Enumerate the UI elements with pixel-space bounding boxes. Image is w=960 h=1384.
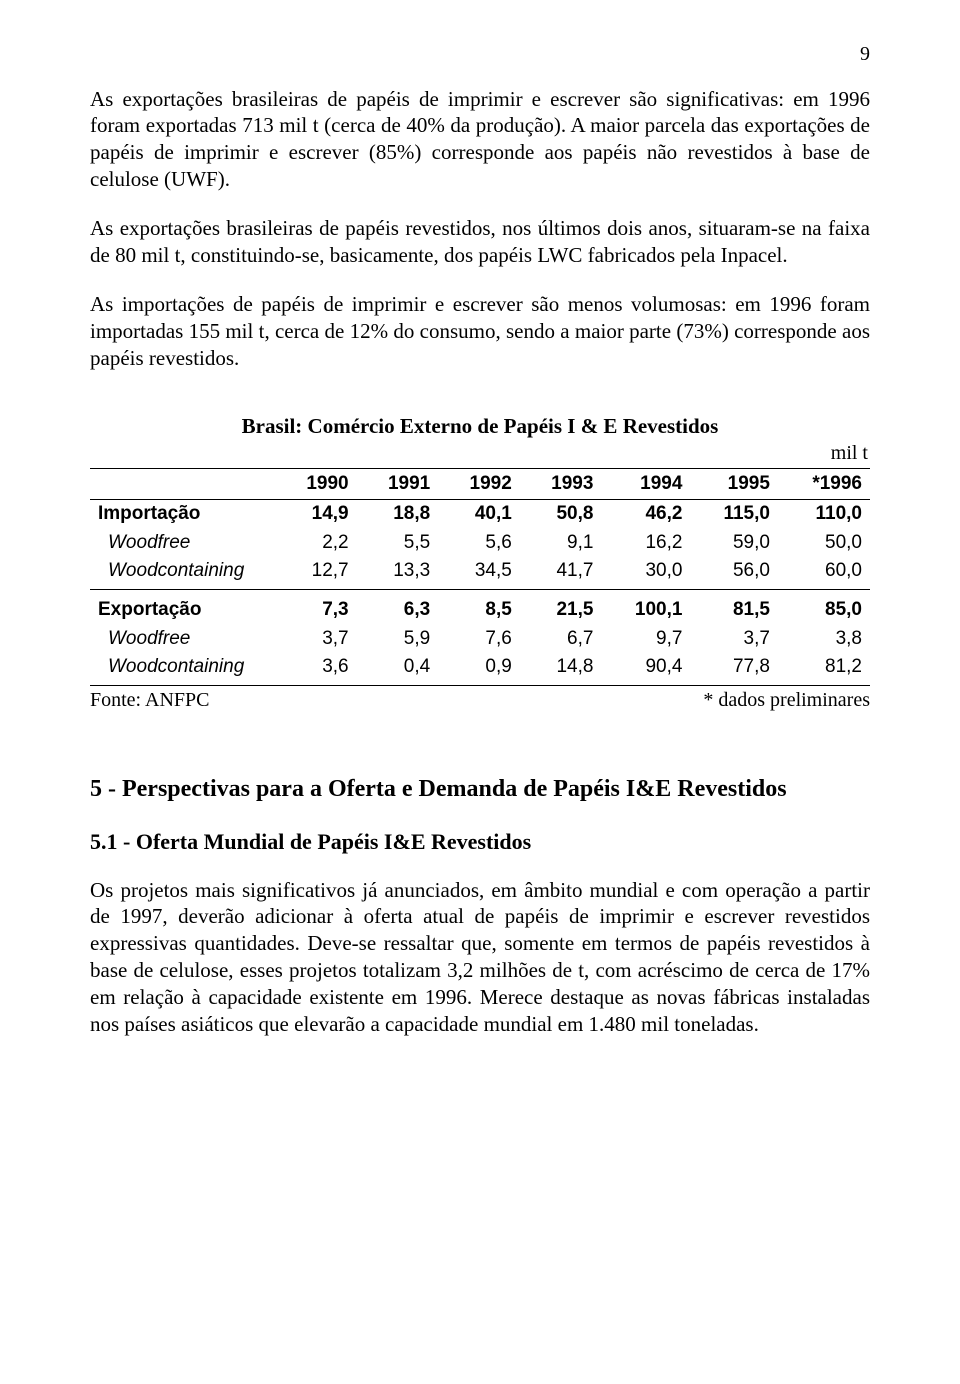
cell: 5,5 (357, 529, 439, 557)
table-row: Exportação7,36,38,521,5100,181,585,0 (90, 590, 870, 625)
cell: 6,3 (357, 590, 439, 625)
cell: 8,5 (438, 590, 520, 625)
footnote-source: Fonte: ANFPC (90, 688, 209, 714)
cell: 2,2 (275, 529, 357, 557)
cell: 41,7 (520, 557, 602, 590)
table-row: Woodcontaining3,60,40,914,890,477,881,2 (90, 653, 870, 686)
col-1992: 1992 (438, 468, 520, 499)
table-body: Importação14,918,840,150,846,2115,0110,0… (90, 500, 870, 686)
cell: 6,7 (520, 625, 602, 653)
table-header-row: 1990 1991 1992 1993 1994 1995 *1996 (90, 468, 870, 499)
cell: 16,2 (601, 529, 690, 557)
col-1994: 1994 (601, 468, 690, 499)
section-5-heading: 5 - Perspectivas para a Oferta e Demanda… (90, 774, 870, 805)
section-5-1-heading: 5.1 - Oferta Mundial de Papéis I&E Reves… (90, 828, 870, 856)
col-1990: 1990 (275, 468, 357, 499)
paragraph-3: As importações de papéis de imprimir e e… (90, 291, 870, 372)
cell: 56,0 (690, 557, 778, 590)
table-row: Importação14,918,840,150,846,2115,0110,0 (90, 500, 870, 529)
cell: 77,8 (690, 653, 778, 686)
cell: 13,3 (357, 557, 439, 590)
row-label: Exportação (90, 590, 275, 625)
row-label: Woodcontaining (90, 653, 275, 686)
footnote-note: * dados preliminares (703, 688, 870, 714)
cell: 100,1 (601, 590, 690, 625)
cell: 34,5 (438, 557, 520, 590)
cell: 18,8 (357, 500, 439, 529)
table-unit: mil t (90, 441, 870, 467)
cell: 9,7 (601, 625, 690, 653)
cell: 3,8 (778, 625, 870, 653)
cell: 90,4 (601, 653, 690, 686)
cell: 60,0 (778, 557, 870, 590)
cell: 3,6 (275, 653, 357, 686)
col-1995: 1995 (690, 468, 778, 499)
cell: 50,0 (778, 529, 870, 557)
cell: 14,9 (275, 500, 357, 529)
cell: 46,2 (601, 500, 690, 529)
row-label: Importação (90, 500, 275, 529)
page-number: 9 (90, 42, 870, 68)
section-5-1-paragraph: Os projetos mais significativos já anunc… (90, 877, 870, 1038)
cell: 0,9 (438, 653, 520, 686)
col-1996: *1996 (778, 468, 870, 499)
table-title: Brasil: Comércio Externo de Papéis I & E… (90, 413, 870, 440)
row-label: Woodfree (90, 529, 275, 557)
cell: 30,0 (601, 557, 690, 590)
col-1991: 1991 (357, 468, 439, 499)
row-label: Woodfree (90, 625, 275, 653)
cell: 81,5 (690, 590, 778, 625)
cell: 5,6 (438, 529, 520, 557)
table-footnote: Fonte: ANFPC * dados preliminares (90, 688, 870, 714)
cell: 3,7 (690, 625, 778, 653)
col-blank (90, 468, 275, 499)
cell: 21,5 (520, 590, 602, 625)
cell: 110,0 (778, 500, 870, 529)
cell: 14,8 (520, 653, 602, 686)
cell: 50,8 (520, 500, 602, 529)
paragraph-2: As exportações brasileiras de papéis rev… (90, 215, 870, 269)
cell: 40,1 (438, 500, 520, 529)
cell: 3,7 (275, 625, 357, 653)
cell: 115,0 (690, 500, 778, 529)
row-label: Woodcontaining (90, 557, 275, 590)
cell: 7,6 (438, 625, 520, 653)
cell: 7,3 (275, 590, 357, 625)
table-row: Woodcontaining12,713,334,541,730,056,060… (90, 557, 870, 590)
col-1993: 1993 (520, 468, 602, 499)
cell: 0,4 (357, 653, 439, 686)
cell: 85,0 (778, 590, 870, 625)
trade-table: 1990 1991 1992 1993 1994 1995 *1996 Impo… (90, 468, 870, 686)
cell: 9,1 (520, 529, 602, 557)
table-row: Woodfree2,25,55,69,116,259,050,0 (90, 529, 870, 557)
cell: 12,7 (275, 557, 357, 590)
cell: 59,0 (690, 529, 778, 557)
table-row: Woodfree3,75,97,66,79,73,73,8 (90, 625, 870, 653)
cell: 81,2 (778, 653, 870, 686)
paragraph-1: As exportações brasileiras de papéis de … (90, 86, 870, 194)
cell: 5,9 (357, 625, 439, 653)
